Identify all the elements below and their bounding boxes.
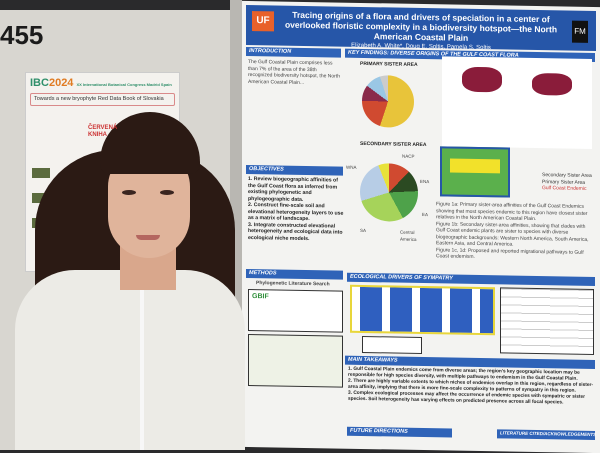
- secondary-pie-chart: [360, 162, 418, 222]
- heterogeneity-layers: [248, 333, 343, 388]
- overlap-table: [500, 287, 594, 356]
- objective: 1. Review biogeographic affinities of th…: [248, 175, 338, 203]
- section-future-directions: FUTURE DIRECTIONS: [347, 426, 452, 438]
- red-book-label: ČERVENÁ KNIHA: [88, 125, 118, 138]
- caption: Figure 1c, 1d: Proposed and reported mig…: [436, 246, 584, 260]
- caption: Figure 1a: Primary sister-area affinitie…: [436, 201, 588, 223]
- takeaways-list: 1. Gulf Coastal Plain endemics come from…: [348, 367, 596, 407]
- section-methods: METHODS: [246, 268, 343, 280]
- poster-header: UF Tracing origins of a flora and driver…: [246, 4, 596, 51]
- ibc-poster-title: Towards a new bryophyte Red Data Book of…: [30, 93, 175, 106]
- objective: 3. Integrate constructed elevational het…: [248, 221, 343, 242]
- pie-label-nacp: NACP: [402, 153, 415, 159]
- pie-label-ena: ENA: [420, 178, 430, 185]
- research-poster: UF Tracing origins of a flora and driver…: [242, 0, 600, 453]
- photo-thumbnail: [32, 168, 50, 178]
- niche-model-maps: [350, 284, 495, 336]
- pathway-band: [450, 158, 500, 174]
- world-map: [442, 56, 592, 149]
- gulf-coast-map: [440, 146, 510, 198]
- board-number: 455: [0, 20, 44, 50]
- lanyard: [140, 290, 144, 450]
- section-objectives: OBJECTIVES: [246, 164, 343, 176]
- caption: Figure 1b: Secondary sister-area affinit…: [436, 220, 589, 248]
- museum-logo: FM: [572, 20, 588, 43]
- person-mouth: [136, 235, 160, 240]
- intro-text: The Gulf Coastal Plain comprises less th…: [248, 58, 340, 86]
- legend-item: Gulf Coast Endemic: [542, 185, 587, 192]
- figure-captions: Figure 1a: Primary sister-area affinitie…: [436, 201, 594, 262]
- section-literature: LITERATURE CITED/ACKNOWLEDGEMENTS: [497, 429, 596, 441]
- primary-pie-chart: [362, 74, 414, 128]
- map-region: [532, 72, 572, 96]
- person-shirt: [15, 270, 245, 450]
- methods-flowchart: GBIF: [248, 288, 343, 333]
- gbif-logo: GBIF: [252, 293, 269, 301]
- secondary-label: SECONDARY SISTER AREA: [360, 140, 427, 149]
- section-ecological-drivers: ECOLOGICAL DRIVERS OF SYMPATRY: [347, 272, 595, 287]
- objectives-list: 1. Review biogeographic affinities of th…: [248, 176, 345, 243]
- map-region: [462, 66, 502, 93]
- pie-label-ea: EA: [422, 212, 429, 218]
- legend: Secondary Sister Area Primary Sister Are…: [542, 172, 597, 192]
- person-eye: [122, 190, 136, 195]
- box-plot: [362, 335, 422, 355]
- pie-label-wna: WNA: [346, 164, 357, 170]
- ibc-logo: IBC2024 XX International Botanical Congre…: [30, 77, 172, 89]
- person-eye: [160, 190, 174, 195]
- phylo-search-heading: Phylogenetic Literature Search: [256, 280, 330, 288]
- poster-title: Tracing origins of a flora and drivers o…: [284, 9, 558, 43]
- uf-logo: UF: [252, 11, 274, 32]
- pie-label-central-america: Central America: [400, 229, 417, 242]
- pie-label-sa: SA: [360, 227, 367, 234]
- section-introduction: INTRODUCTION: [246, 46, 341, 58]
- primary-label: PRIMARY SISTER AREA: [360, 60, 418, 68]
- objective: 2. Construct fine-scale soil and elevati…: [248, 201, 344, 223]
